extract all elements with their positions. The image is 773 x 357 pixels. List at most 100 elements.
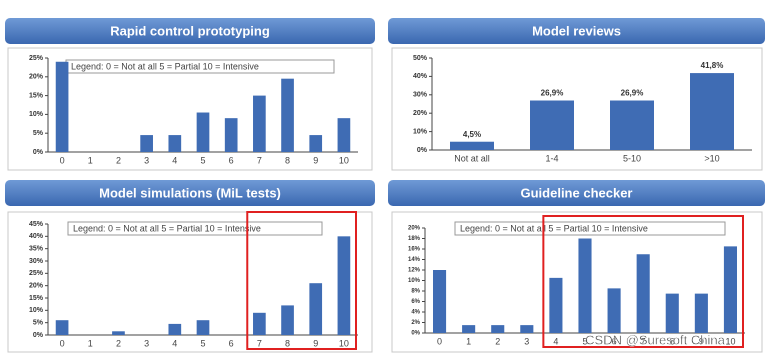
y-tick-label: 6% bbox=[411, 299, 420, 305]
y-tick-label: 2% bbox=[411, 320, 420, 326]
x-tick-label: 1 bbox=[88, 155, 93, 165]
y-tick-label: 14% bbox=[408, 257, 421, 263]
bar bbox=[55, 320, 69, 335]
x-tick-label: 10 bbox=[339, 155, 349, 165]
y-tick-label: 50% bbox=[413, 55, 428, 62]
annotation: Legend: 0 = Not at all 5 = Partial 10 = … bbox=[460, 223, 648, 233]
x-tick-label: 0 bbox=[437, 336, 442, 346]
annotation: Legend: 0 = Not at all 5 = Partial 10 = … bbox=[73, 223, 261, 233]
panel-header bbox=[5, 18, 375, 44]
x-tick-label: 10 bbox=[725, 336, 735, 346]
bar bbox=[578, 238, 592, 333]
x-tick-label: 4 bbox=[172, 338, 177, 348]
panel-title: Rapid control prototyping bbox=[110, 23, 270, 38]
x-tick-label: 5-10 bbox=[623, 153, 641, 163]
x-tick-label: 7 bbox=[641, 336, 646, 346]
y-tick-label: 30% bbox=[413, 92, 428, 99]
bar bbox=[309, 283, 323, 335]
annotation: Legend: 0 = Not at all 5 = Partial 10 = … bbox=[71, 61, 259, 71]
x-tick-label: >10 bbox=[704, 153, 719, 163]
x-tick-label: Not at all bbox=[454, 153, 490, 163]
value-label: 4,5% bbox=[463, 130, 481, 139]
x-tick-label: 0 bbox=[60, 338, 65, 348]
x-tick-label: 4 bbox=[553, 336, 558, 346]
y-tick-label: 10% bbox=[408, 278, 421, 284]
x-tick-label: 1 bbox=[466, 336, 471, 346]
bar bbox=[168, 323, 182, 335]
x-tick-label: 6 bbox=[229, 338, 234, 348]
y-tick-label: 4% bbox=[411, 310, 420, 316]
y-tick-label: 18% bbox=[408, 236, 421, 242]
y-tick-label: 10% bbox=[29, 111, 44, 118]
x-tick-label: 2 bbox=[495, 336, 500, 346]
x-tick-label: 5 bbox=[200, 155, 205, 165]
bar bbox=[665, 293, 679, 333]
x-tick-label: 3 bbox=[144, 338, 149, 348]
y-tick-label: 40% bbox=[413, 73, 428, 80]
y-tick-label: 20% bbox=[29, 283, 44, 290]
y-tick-label: 20% bbox=[408, 226, 421, 232]
x-tick-label: 3 bbox=[524, 336, 529, 346]
y-tick-label: 15% bbox=[29, 295, 44, 302]
x-tick-label: 8 bbox=[285, 155, 290, 165]
x-tick-label: 8 bbox=[285, 338, 290, 348]
y-tick-label: 12% bbox=[408, 268, 421, 274]
x-tick-label: 8 bbox=[670, 336, 675, 346]
y-tick-label: 8% bbox=[411, 289, 420, 295]
y-tick-label: 15% bbox=[29, 92, 44, 99]
y-tick-label: 16% bbox=[408, 247, 421, 253]
x-tick-label: 7 bbox=[257, 155, 262, 165]
watermark: CSDN @Suresoft China bbox=[585, 332, 725, 347]
x-tick-label: 1-4 bbox=[545, 153, 558, 163]
panel-header bbox=[388, 18, 765, 44]
y-tick-label: 0% bbox=[33, 332, 44, 339]
bar bbox=[337, 118, 351, 152]
y-tick-label: 25% bbox=[29, 55, 44, 62]
bar bbox=[520, 325, 534, 333]
bar bbox=[196, 320, 210, 335]
bar bbox=[168, 135, 182, 152]
y-tick-label: 40% bbox=[29, 233, 44, 240]
bar bbox=[462, 325, 476, 333]
y-tick-label: 10% bbox=[413, 128, 428, 135]
x-tick-label: 4 bbox=[172, 155, 177, 165]
panel-title: Guideline checker bbox=[521, 185, 633, 200]
y-tick-label: 30% bbox=[29, 258, 44, 265]
panel-title: Model simulations (MiL tests) bbox=[99, 185, 281, 200]
y-tick-label: 25% bbox=[29, 270, 44, 277]
bar bbox=[549, 277, 563, 333]
annotation-box bbox=[67, 221, 323, 236]
annotation-box bbox=[454, 221, 726, 236]
x-tick-label: 2 bbox=[116, 338, 121, 348]
y-tick-label: 0% bbox=[33, 149, 44, 156]
highlight-box bbox=[542, 215, 745, 348]
bar bbox=[433, 270, 447, 333]
panel-header bbox=[388, 180, 765, 206]
x-tick-label: 9 bbox=[313, 155, 318, 165]
highlight-box bbox=[246, 211, 357, 350]
y-tick-label: 5% bbox=[33, 130, 44, 137]
y-tick-label: 0% bbox=[411, 331, 420, 337]
y-tick-label: 20% bbox=[413, 110, 428, 117]
x-tick-label: 2 bbox=[116, 155, 121, 165]
bar bbox=[694, 293, 708, 333]
bar bbox=[450, 141, 494, 150]
bar bbox=[112, 331, 125, 335]
bar bbox=[281, 305, 294, 335]
x-tick-label: 9 bbox=[699, 336, 704, 346]
bar bbox=[690, 73, 734, 150]
x-tick-label: 6 bbox=[612, 336, 617, 346]
bar bbox=[337, 236, 351, 335]
y-tick-label: 10% bbox=[29, 307, 44, 314]
x-tick-label: 9 bbox=[313, 338, 318, 348]
bar bbox=[55, 61, 69, 153]
x-tick-label: 7 bbox=[257, 338, 262, 348]
bar bbox=[636, 254, 650, 333]
x-tick-label: 5 bbox=[200, 338, 205, 348]
bar bbox=[491, 325, 505, 333]
y-tick-label: 35% bbox=[29, 246, 44, 253]
bar bbox=[723, 246, 737, 333]
x-tick-label: 10 bbox=[339, 338, 349, 348]
